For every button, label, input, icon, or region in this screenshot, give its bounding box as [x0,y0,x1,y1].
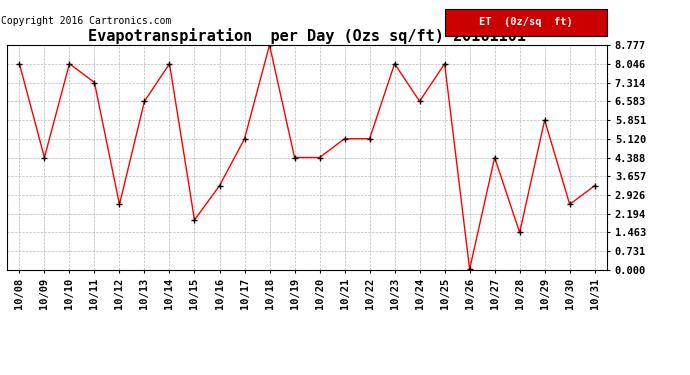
Text: ET  (0z/sq  ft): ET (0z/sq ft) [480,18,573,27]
Text: Copyright 2016 Cartronics.com: Copyright 2016 Cartronics.com [1,16,171,26]
Title: Evapotranspiration  per Day (Ozs sq/ft) 20161101: Evapotranspiration per Day (Ozs sq/ft) 2… [88,28,526,44]
FancyBboxPatch shape [445,9,607,36]
